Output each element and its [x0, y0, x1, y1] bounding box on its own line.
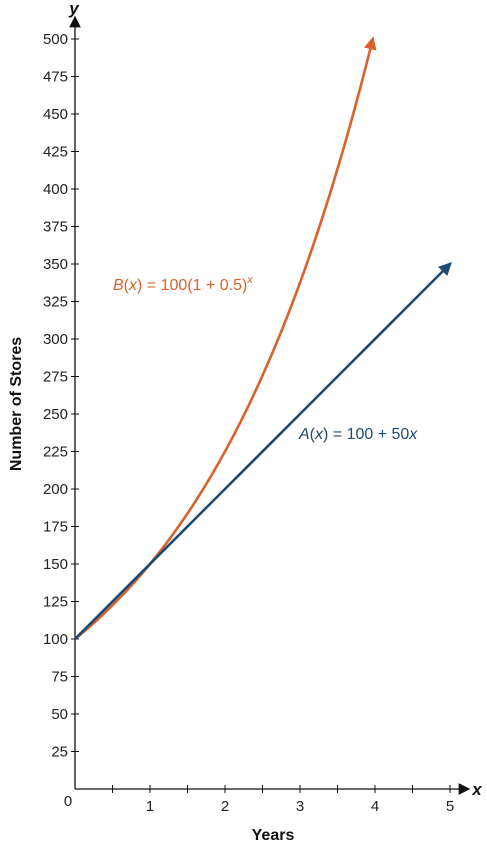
y-tick-label: 50 [51, 706, 68, 723]
y-tick-label: 250 [43, 406, 68, 423]
origin-label: 0 [64, 793, 72, 810]
x-tick-label: 2 [221, 798, 229, 815]
series-label-a: A(x) = 100 + 50x [298, 426, 418, 443]
series-layer [73, 36, 452, 641]
x-tick-label: 3 [296, 798, 304, 815]
y-tick-label: 475 [43, 69, 68, 86]
y-tick-label: 450 [43, 106, 68, 123]
y-tick-label: 225 [43, 444, 68, 461]
y-tick-label: 100 [43, 631, 68, 648]
y-axis-variable: y [68, 0, 80, 18]
y-tick-label: 25 [51, 744, 68, 761]
y-tick-label: 500 [43, 31, 68, 48]
y-tick-label: 375 [43, 219, 68, 236]
series-line-b [73, 36, 377, 641]
y-tick-label: 300 [43, 331, 68, 348]
x-axis-title: Years [252, 827, 295, 844]
y-tick-label: 175 [43, 519, 68, 536]
y-tick-label: 350 [43, 256, 68, 273]
x-tick-label: 1 [146, 798, 154, 815]
series-label-b: B(x) = 100(1 + 0.5)x [113, 274, 253, 294]
y-tick-label: 325 [43, 294, 68, 311]
x-tick-label: 4 [371, 798, 379, 815]
series-line-a [73, 262, 452, 641]
y-ticks: 25 50 75 100 125 150 175 200 225 250 275 300 325 350 3… [43, 31, 79, 761]
y-tick-label: 125 [43, 594, 68, 611]
y-axis-title: Number of Stores [8, 337, 25, 471]
x-axis-variable: x [471, 780, 483, 799]
y-tick-label: 150 [43, 556, 68, 573]
x-ticks: 1 2 3 4 5 [112, 785, 454, 815]
y-tick-label: 200 [43, 481, 68, 498]
y-tick-label: 275 [43, 369, 68, 386]
y-tick-label: 75 [51, 669, 68, 686]
x-tick-label: 5 [446, 798, 454, 815]
axes: 2550751001251501752002252502753003253503… [43, 0, 483, 815]
y-tick-label: 425 [43, 144, 68, 161]
y-tick-label: 400 [43, 181, 68, 198]
